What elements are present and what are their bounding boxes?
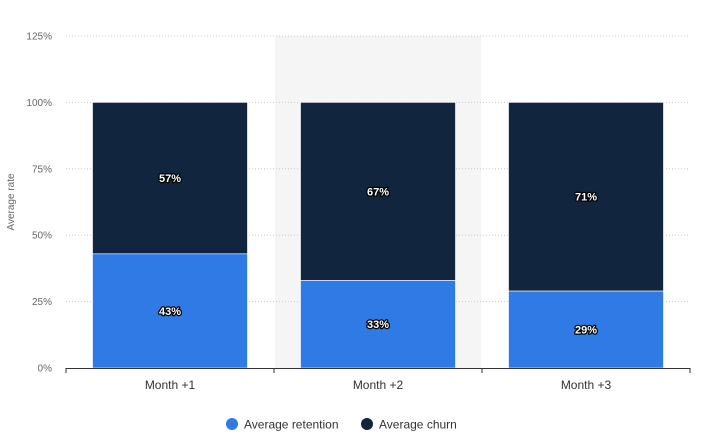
- data-label: 29%: [575, 324, 597, 336]
- y-tick-label: 100%: [26, 98, 52, 109]
- data-label: 43%: [159, 306, 181, 318]
- data-label: 57%: [159, 173, 181, 185]
- y-tick-label: 125%: [26, 32, 52, 43]
- y-tick-label: 25%: [32, 297, 52, 308]
- y-tick-label: 50%: [32, 231, 52, 242]
- x-tick-label: Month +2: [353, 378, 404, 392]
- bar-average-churn: [92, 102, 248, 255]
- bar-average-churn: [300, 102, 456, 281]
- bar-average-retention: [92, 253, 248, 369]
- bar-average-churn: [508, 102, 664, 292]
- bar-average-retention: [508, 290, 664, 369]
- legend-marker: [226, 418, 238, 430]
- x-tick-label: Month +1: [145, 378, 196, 392]
- x-axis-ticks: Month +1 Month +2 Month +3: [65, 368, 691, 392]
- legend-marker: [361, 418, 373, 430]
- y-axis-title: Average rate: [6, 173, 17, 231]
- data-label: 67%: [367, 186, 389, 198]
- y-tick-label: 0%: [38, 364, 53, 375]
- legend: Average retention Average churn: [226, 418, 457, 432]
- data-label: 71%: [575, 192, 597, 204]
- bar-average-retention: [300, 280, 456, 369]
- y-axis-ticks: 0% 25% 50% 75% 100% 125%: [26, 32, 52, 375]
- bars: 43% 57% 33% 67% 29% 71%: [92, 102, 664, 369]
- data-label: 33%: [367, 319, 389, 331]
- y-tick-label: 75%: [32, 164, 52, 175]
- x-tick-label: Month +3: [561, 378, 612, 392]
- legend-label: Average churn: [379, 418, 457, 432]
- legend-label: Average retention: [244, 418, 339, 432]
